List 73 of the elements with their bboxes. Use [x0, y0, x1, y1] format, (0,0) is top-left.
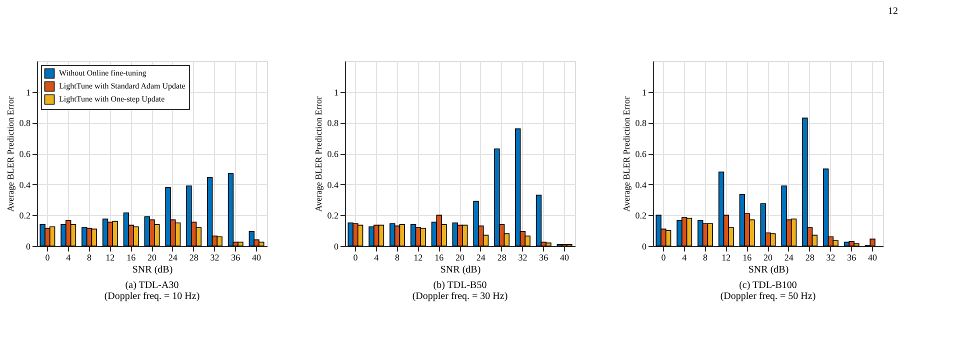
x-tick-label: 24: [784, 252, 794, 262]
text: (Doppler freq. = 50 Hz): [720, 291, 816, 302]
y-axis-title: Average BLER Prediction Error: [313, 96, 324, 212]
x-tick-label: 28: [497, 252, 507, 262]
x-tick-label: 36: [847, 252, 857, 262]
x-tick-label: 12: [106, 252, 115, 262]
y-tick-label: 0.2: [635, 210, 646, 221]
y-tick-label: 0.2: [327, 210, 338, 221]
x-tick-label: 16: [434, 252, 444, 262]
x-axis-title: SNR (dB): [748, 264, 789, 276]
x-tick-label: 0: [353, 252, 358, 262]
text: (b) TDL-B50: [433, 280, 487, 291]
x-tick-label: 12: [414, 252, 423, 262]
bar: [390, 223, 396, 246]
x-tick-label: 20: [148, 252, 157, 262]
x-tick-label: 8: [87, 252, 92, 262]
y-axis-title: Average BLER Prediction Error: [5, 96, 16, 212]
legend-label: LightTune with Standard Adam Update: [59, 82, 186, 90]
y-tick-label: 0.4: [19, 180, 31, 190]
x-tick-label: 12: [722, 252, 731, 262]
bar: [228, 173, 234, 246]
y-tick-label: 0.8: [635, 118, 647, 128]
x-tick-label: 20: [456, 252, 465, 262]
y-tick-label: 0.8: [19, 118, 31, 128]
y-tick-label: 0.4: [327, 180, 339, 190]
y-tick-label: 0: [26, 242, 31, 252]
y-tick-label: 0: [334, 242, 339, 252]
y-tick-label: 0.6: [327, 149, 339, 159]
x-tick-label: 8: [703, 252, 708, 262]
text: (Doppler freq. = 10 Hz): [104, 291, 200, 302]
x-tick-label: 0: [45, 252, 50, 262]
x-tick-label: 8: [395, 252, 400, 262]
x-tick-label: 0: [661, 252, 666, 262]
x-tick-label: 28: [805, 252, 815, 262]
x-tick-label: 4: [374, 252, 380, 262]
bar: [102, 218, 108, 246]
legend-label: LightTune with One-step Update: [59, 94, 166, 104]
y-tick-label: 0.4: [635, 180, 647, 190]
x-tick-label: 32: [210, 252, 220, 262]
text: (a) TDL-A30: [125, 280, 179, 291]
x-tick-label: 40: [560, 252, 570, 262]
x-tick-label: 36: [539, 252, 549, 262]
x-tick-label: 36: [231, 252, 241, 262]
x-tick-label: 40: [252, 252, 262, 262]
x-tick-label: 4: [682, 252, 688, 262]
x-tick-label: 24: [476, 252, 486, 262]
y-tick-label: 0.6: [19, 149, 31, 159]
x-axis-title: SNR (dB): [440, 264, 481, 276]
x-tick-label: 40: [868, 252, 878, 262]
y-tick-label: 1: [334, 87, 338, 98]
text: 12: [888, 6, 898, 17]
y-tick-label: 0.6: [635, 149, 647, 159]
text: (c) TDL-B100: [739, 280, 797, 291]
y-tick-label: 0.2: [19, 210, 30, 221]
y-tick-label: 0: [642, 242, 647, 252]
x-axis-title: SNR (dB): [132, 264, 173, 276]
x-tick-label: 16: [126, 252, 136, 262]
x-tick-label: 32: [518, 252, 528, 262]
y-tick-label: 0.8: [327, 118, 339, 128]
text: (Doppler freq. = 30 Hz): [412, 291, 508, 302]
bar: [781, 185, 787, 246]
y-tick-label: 1: [642, 87, 646, 98]
x-tick-label: 4: [66, 252, 72, 262]
x-tick-label: 24: [168, 252, 178, 262]
x-tick-label: 32: [826, 252, 836, 262]
x-tick-label: 20: [764, 252, 773, 262]
y-axis-title: Average BLER Prediction Error: [621, 96, 632, 212]
bar: [698, 220, 704, 246]
legend-label: Without Online fine-tuning: [59, 68, 146, 78]
y-tick-label: 1: [26, 87, 30, 98]
x-tick-label: 28: [189, 252, 199, 262]
x-tick-label: 16: [742, 252, 752, 262]
bar: [40, 224, 46, 246]
